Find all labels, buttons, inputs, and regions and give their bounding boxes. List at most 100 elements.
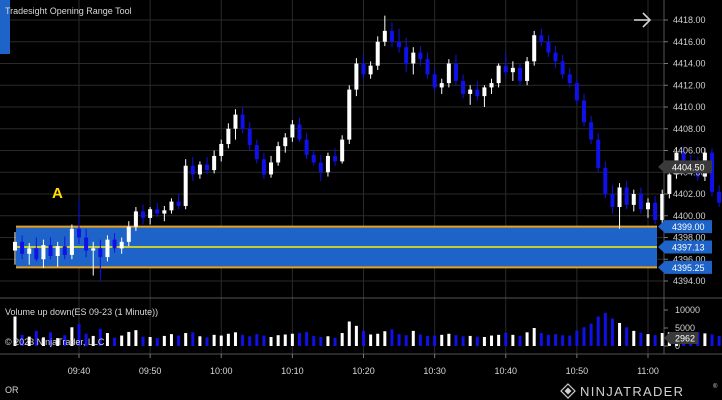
candle-body [411, 52, 416, 64]
price-tick-label: 4418.00 [673, 15, 706, 25]
candle-body [560, 61, 565, 75]
candle-body [581, 100, 586, 123]
candle-body [638, 194, 643, 210]
volume-bar [319, 337, 323, 346]
candle-body [361, 63, 366, 75]
candle-body [603, 167, 608, 194]
candle-body [681, 152, 686, 162]
candle [12, 232, 17, 265]
candle-body [333, 155, 338, 162]
candle [247, 122, 252, 151]
price-tag-or-mid-text: 4397.13 [672, 242, 705, 252]
candle [624, 180, 629, 210]
volume-bar [162, 335, 166, 346]
candle [333, 148, 338, 166]
volume-tag-last: 2962 [664, 332, 698, 344]
volume-bar [554, 334, 558, 346]
volume-bar [703, 333, 707, 346]
candle [62, 236, 67, 260]
price-tag-or-low-shape [658, 260, 712, 274]
candle [581, 93, 586, 127]
volume-bar [20, 334, 24, 346]
volume-bar [518, 335, 522, 346]
volume-axis[interactable]: 10000 5000 0 [664, 305, 700, 351]
price-tick-label: 4412.00 [673, 80, 706, 90]
candle-body [660, 194, 665, 221]
time-axis[interactable]: 09:40 09:50 10:00 10:10 10:20 10:30 10:40 10:50… [68, 354, 659, 376]
volume-bar [390, 329, 394, 346]
price-axis[interactable]: 4394.00 4396.00 4398.00 4400.00 4402.00 4404.… [664, 15, 706, 286]
opening-range-band [16, 225, 657, 269]
candle [69, 224, 74, 260]
volume-bar [646, 334, 650, 346]
candlestick-series [12, 15, 722, 281]
candle-body [375, 41, 380, 66]
candle-body [283, 137, 288, 147]
volume-bar [333, 337, 337, 346]
volume-bar [440, 334, 444, 346]
volume-bar [404, 335, 408, 346]
volume-bar [376, 333, 380, 346]
volume-bar [255, 334, 259, 346]
candle-body [532, 35, 537, 62]
arrow-right-icon[interactable] [634, 12, 652, 28]
candle [667, 170, 672, 199]
candle [368, 61, 373, 79]
candle-body [254, 145, 259, 160]
candle-body [247, 128, 252, 146]
candle [489, 78, 494, 94]
candle [261, 152, 266, 179]
candle-body [667, 174, 672, 194]
ninjatrader-logo-text: NINJATRADER [580, 384, 684, 399]
price-tag-last-shape [658, 160, 712, 174]
volume-bar [717, 335, 721, 346]
volume-bar [77, 324, 81, 346]
candle-body [589, 122, 594, 140]
candle [482, 85, 487, 107]
candle [468, 85, 473, 105]
candle-body [432, 74, 437, 88]
price-tick-label: 4408.00 [673, 124, 706, 134]
candle [141, 204, 146, 225]
candle-body [567, 74, 572, 84]
volume-bar [362, 330, 365, 346]
volume-bar [241, 334, 245, 346]
candle-body [133, 211, 138, 227]
candle-body [290, 124, 295, 138]
candle-body [404, 47, 409, 64]
volume-bar [269, 337, 273, 346]
volume-bar [113, 337, 117, 346]
candle-body [382, 30, 387, 42]
volume-bar [233, 332, 237, 346]
volume-bar [184, 333, 188, 346]
candle [439, 78, 444, 94]
candle [340, 135, 345, 164]
candle [525, 56, 530, 86]
candle [205, 157, 210, 175]
volume-bar [283, 334, 287, 346]
candle [133, 207, 138, 231]
candle-body [98, 248, 103, 258]
candle [532, 30, 537, 66]
candle [617, 183, 622, 229]
time-tick-label: 10:00 [210, 366, 233, 376]
candle-body [183, 165, 188, 206]
candle-body [503, 65, 508, 73]
candle-body [20, 241, 25, 254]
price-tick-label: 4410.00 [673, 102, 706, 112]
candle [304, 133, 309, 160]
candle-body [510, 67, 515, 73]
candle-body [468, 89, 473, 94]
volume-bar [482, 337, 486, 346]
candle [517, 63, 522, 86]
volume-bar [610, 318, 614, 346]
volume-bar [354, 325, 358, 346]
volume-tick-label: 0 [675, 341, 680, 351]
candle [603, 161, 608, 199]
volume-bar [297, 333, 301, 346]
candle-body [62, 246, 67, 255]
volume-bar [397, 334, 401, 346]
volume-bar [49, 332, 53, 346]
price-tick-label: 4416.00 [673, 37, 706, 47]
